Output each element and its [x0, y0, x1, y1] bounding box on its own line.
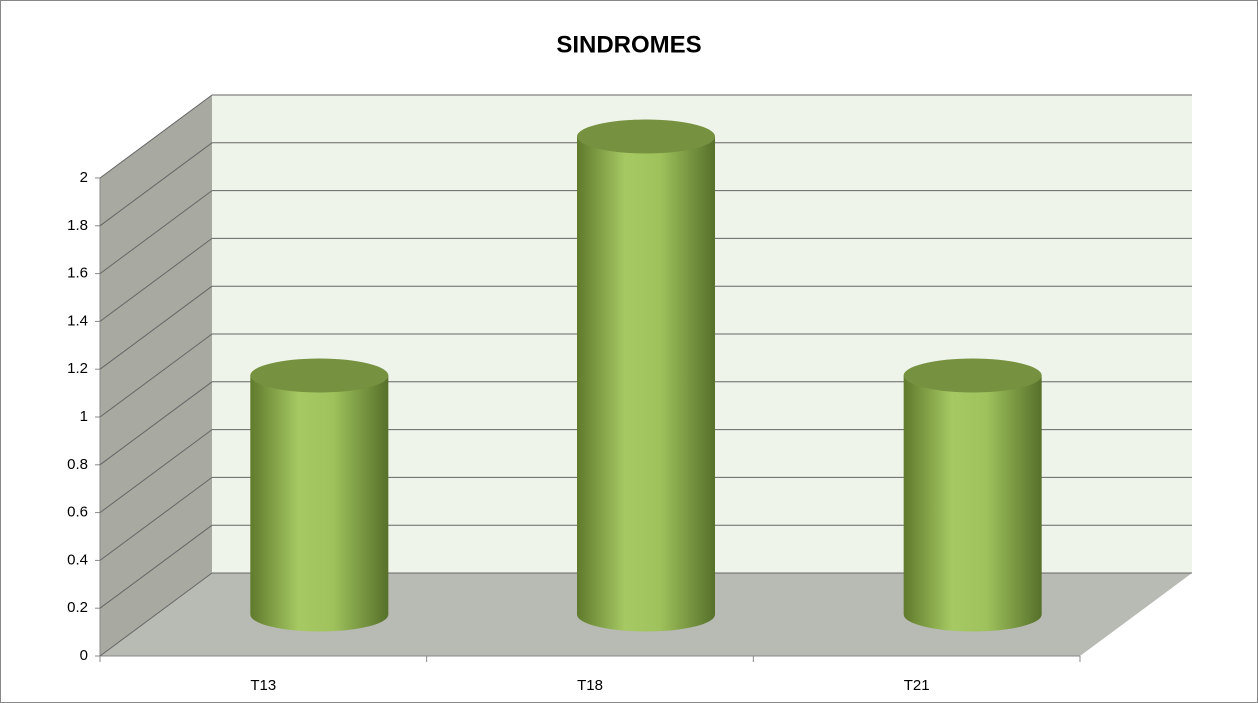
y-tick-label: 2: [80, 169, 88, 186]
grid-line: [99, 237, 213, 322]
bar-body: [577, 136, 715, 632]
grid-line: [99, 429, 213, 514]
grid-line: [99, 476, 213, 561]
bar-top: [250, 358, 389, 393]
grid-line: [99, 142, 213, 227]
y-tick-label: 1.2: [67, 360, 88, 377]
grid-line: [99, 381, 213, 466]
bar: [577, 119, 715, 632]
bar: [250, 358, 389, 632]
x-tick-label: T13: [250, 677, 276, 694]
y-tick-label: 0.4: [67, 551, 88, 568]
grid-line: [99, 190, 213, 275]
y-tick-label: 0.6: [67, 504, 88, 521]
y-tick-label: 1.6: [67, 265, 88, 282]
y-tick-label: 1: [80, 408, 88, 425]
bar-body: [903, 375, 1042, 632]
x-tick-label: T18: [577, 677, 603, 694]
bar-top: [903, 358, 1042, 393]
grid-line: [99, 285, 213, 370]
grid-line: [99, 572, 213, 657]
y-tick-label: 1.4: [67, 312, 88, 329]
chart-title: SINDROMES: [556, 31, 701, 58]
bar-top: [577, 119, 715, 154]
y-tick-label: 1.8: [67, 217, 88, 234]
x-tick-label: T21: [904, 677, 930, 694]
y-tick-label: 0: [80, 647, 88, 664]
grid-line: [99, 94, 213, 179]
y-tick-label: 0.2: [67, 599, 88, 616]
grid-line: [99, 333, 213, 418]
y-tick-label: 0.8: [67, 456, 88, 473]
bar: [903, 358, 1042, 632]
bar-body: [250, 375, 389, 632]
grid-line: [99, 524, 213, 609]
